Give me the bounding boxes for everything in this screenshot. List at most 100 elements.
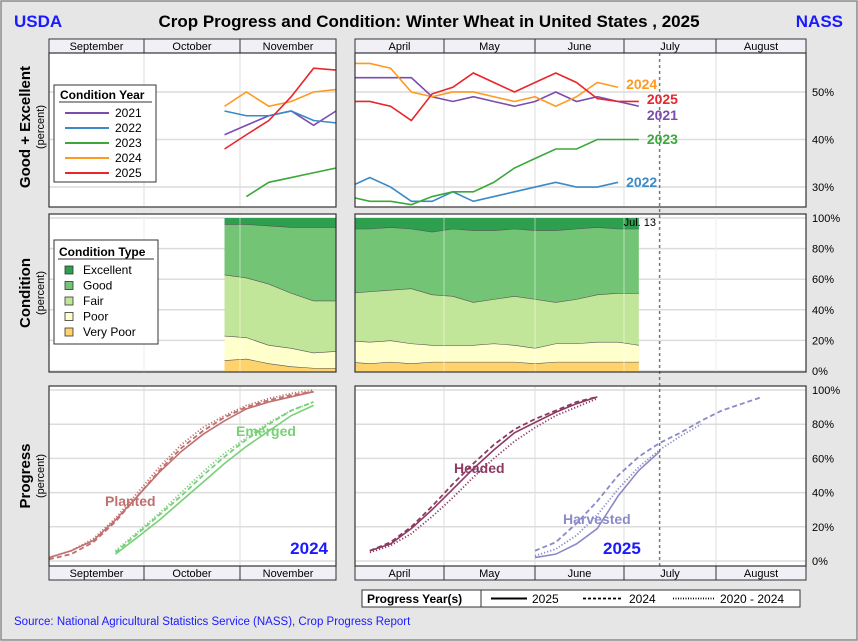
month-label: May (479, 41, 500, 53)
usda-logo: USDA (14, 12, 62, 31)
condition-area-good (224, 224, 336, 301)
month-label: August (744, 41, 778, 53)
month-label: June (568, 41, 592, 53)
panel-border (48, 213, 337, 373)
series-label-2024: 2024 (626, 76, 657, 92)
panel-border (48, 385, 337, 567)
legend-title: Condition Year (60, 88, 145, 102)
legend-swatch-good (64, 281, 74, 290)
series-label-2025: 2025 (647, 91, 678, 107)
month-label: July (660, 41, 680, 53)
progress-axis-label: Progress (17, 443, 34, 508)
y-tick-label: 20% (812, 335, 834, 347)
condition-area-fair (224, 274, 336, 353)
legend-entry-poor: Poor (83, 310, 108, 324)
legend-box (53, 84, 157, 183)
legend-swatch-very-poor (64, 327, 74, 337)
panel-border (48, 52, 337, 208)
legend-entry-very-poor: Very Poor (83, 325, 136, 339)
legend-title: Condition Type (59, 245, 146, 259)
good-excellent-axis-sublabel: (percent) (35, 105, 47, 149)
condition-line-2024-fall (224, 88, 336, 108)
y-tick-label: 20% (812, 522, 834, 534)
y-tick-label: 100% (812, 385, 840, 397)
y-tick-label: 30% (812, 182, 834, 194)
legend-swatch-fair (64, 296, 74, 306)
good-excellent-axis-label: Good + Excellent (17, 66, 34, 188)
y-tick-label: 100% (812, 213, 840, 225)
panel-border (354, 385, 807, 567)
progress-line-planted-solid (49, 390, 314, 559)
progress-label-planted: Planted (105, 493, 156, 509)
month-label: October (172, 568, 211, 580)
progress-axis-sublabel: (percent) (35, 454, 47, 498)
y-tick-label: 40% (812, 488, 834, 500)
y-tick-label: 40% (812, 135, 834, 147)
y-tick-label: 80% (812, 244, 834, 256)
condition-area-fair (355, 288, 639, 349)
spring-year-label: 2025 (603, 539, 641, 558)
condition-axis-label: Condition (17, 258, 34, 328)
legend-entry-excellent: Excellent (83, 263, 132, 277)
month-label: October (172, 41, 211, 53)
chart-title: Crop Progress and Condition: Winter Whea… (158, 12, 699, 31)
panel-prog-spring (355, 386, 806, 566)
month-label: September (70, 41, 124, 53)
month-label: July (660, 568, 680, 580)
panel-top-spring-background (355, 53, 806, 207)
panel-border (354, 213, 807, 373)
legend-title: Progress Year(s) (367, 592, 462, 606)
progress-line-headed-dashed (369, 395, 598, 552)
month-label: June (568, 568, 592, 580)
legend-entry-dashed: 2024 (629, 592, 656, 606)
progress-line-harvested-dashed (534, 395, 763, 552)
condition-line-2022-fall (224, 110, 336, 124)
condition-line-2023-spring (355, 138, 639, 206)
progress-line-harvested-dotted (534, 423, 702, 557)
month-label: September (70, 568, 124, 580)
progress-label-harvested: Harvested (563, 511, 631, 527)
legend-swatch-excellent (64, 265, 74, 275)
progress-label-headed: Headed (454, 460, 505, 476)
condition-area-excellent (224, 218, 336, 228)
condition-line-2022-spring (355, 176, 619, 203)
condition-area-poor (224, 335, 336, 368)
condition-area-poor (355, 340, 639, 364)
panel-prog-fall (49, 386, 336, 566)
series-label-2022: 2022 (626, 174, 657, 190)
nass-logo: NASS (796, 12, 843, 31)
condition-area-very-poor (355, 361, 639, 371)
progress-year-legend: Progress Year(s) 2025 2024 2020 - 2024 (361, 589, 801, 608)
y-tick-label: 80% (812, 419, 834, 431)
series-label-2021: 2021 (647, 107, 678, 123)
condition-area-excellent (355, 218, 639, 232)
legend-entry-solid: 2025 (532, 592, 559, 606)
panel-cond-spring (355, 214, 806, 372)
y-tick-label: 60% (812, 274, 834, 286)
source-note: Source: National Agricultural Statistics… (14, 616, 411, 628)
y-tick-label: 0% (812, 556, 828, 568)
legend-entry-good: Good (83, 279, 112, 293)
y-tick-label: 60% (812, 453, 834, 465)
legend-entry-2023: 2023 (115, 136, 142, 150)
current-week-annotation: Jul. 13 (624, 217, 656, 229)
y-tick-label: 40% (812, 305, 834, 317)
legend-box (361, 589, 801, 608)
series-label-2023: 2023 (647, 131, 678, 147)
progress-line-harvested-solid (534, 450, 661, 559)
month-label: May (479, 568, 500, 580)
month-label: August (744, 568, 778, 580)
legend-box (53, 239, 159, 345)
progress-line-planted-dashed (49, 390, 314, 561)
month-label: November (263, 568, 314, 580)
condition-line-2024-spring (355, 62, 619, 108)
fall-year-label: 2024 (290, 539, 328, 558)
condition-axis-sublabel: (percent) (35, 271, 47, 315)
progress-line-emerged-dashed (114, 401, 314, 554)
legend-entry-2025: 2025 (115, 166, 142, 180)
panel-top-fall (49, 53, 336, 207)
legend-entry-fair: Fair (83, 294, 104, 308)
